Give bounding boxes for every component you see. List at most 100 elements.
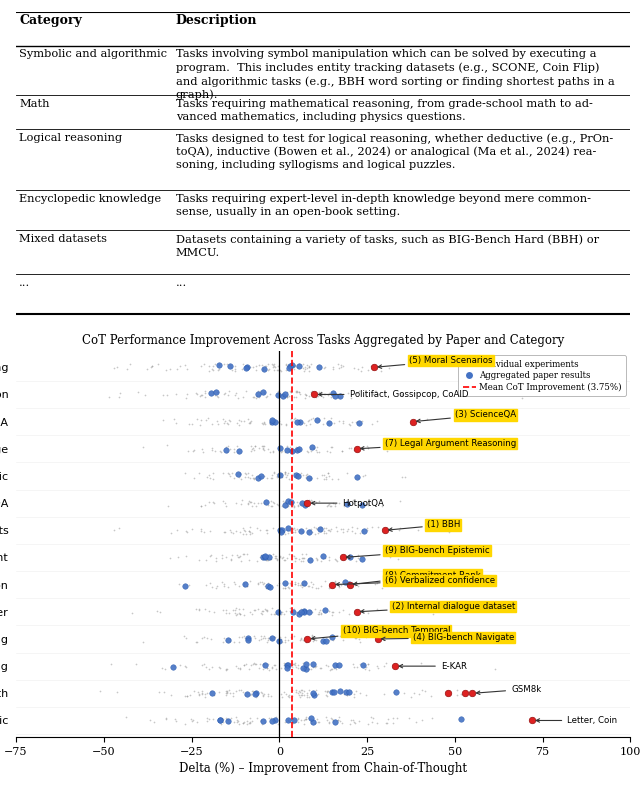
Point	[299, 685, 309, 697]
Point	[284, 715, 294, 727]
Point	[248, 658, 259, 671]
Point	[225, 634, 235, 647]
Point	[244, 689, 255, 701]
Point	[244, 605, 255, 618]
Point	[234, 445, 244, 458]
Point	[257, 608, 268, 620]
Point	[242, 360, 252, 373]
Point	[221, 604, 231, 616]
Point	[245, 414, 255, 427]
Point	[337, 551, 348, 563]
Point	[287, 526, 297, 538]
Point	[339, 552, 349, 565]
Text: (3) ScienceQA: (3) ScienceQA	[417, 411, 516, 422]
Point	[290, 656, 300, 669]
Point	[115, 386, 125, 399]
Point	[196, 687, 207, 700]
Point	[301, 472, 312, 485]
Point	[230, 711, 241, 723]
Point	[202, 470, 212, 483]
Point	[269, 630, 280, 643]
Text: Math: Math	[19, 99, 49, 110]
Point	[275, 444, 285, 456]
Point	[301, 470, 312, 483]
Point	[349, 716, 359, 729]
Point	[348, 496, 358, 509]
Point	[301, 548, 311, 560]
Point	[280, 657, 290, 670]
Point	[259, 630, 269, 642]
Point	[216, 718, 227, 730]
Point	[236, 362, 246, 375]
Point	[308, 442, 319, 455]
Point	[111, 686, 122, 699]
Point	[291, 552, 301, 564]
Point	[370, 578, 380, 590]
Point	[195, 389, 205, 402]
Point	[240, 689, 250, 701]
Point	[258, 663, 268, 675]
Point	[294, 552, 304, 565]
Point	[262, 390, 272, 403]
Point	[231, 660, 241, 672]
Point	[310, 602, 320, 615]
Point	[174, 578, 184, 590]
Point	[338, 634, 348, 646]
Point	[381, 656, 392, 669]
Point	[327, 713, 337, 726]
Point	[223, 389, 233, 402]
Point	[330, 521, 340, 533]
Point	[286, 385, 296, 398]
Point	[243, 634, 253, 646]
Point	[372, 577, 382, 589]
Point	[270, 549, 280, 562]
Point	[238, 716, 248, 729]
Point	[235, 661, 245, 674]
Point	[256, 715, 266, 727]
Point	[248, 390, 259, 403]
Point	[255, 385, 266, 397]
Point	[221, 444, 232, 456]
Point	[294, 686, 305, 698]
Point	[109, 362, 119, 374]
Point	[219, 388, 229, 400]
Point	[301, 658, 312, 671]
Point	[213, 391, 223, 403]
Point	[221, 440, 231, 453]
Point	[267, 414, 277, 426]
Point	[200, 385, 211, 398]
Point	[296, 525, 306, 537]
Point	[324, 551, 335, 563]
Point	[255, 497, 266, 510]
Point	[305, 523, 316, 536]
Point	[247, 527, 257, 540]
Point	[258, 386, 268, 399]
Point	[303, 712, 314, 724]
Point	[220, 686, 230, 699]
Text: Symbolic and algorithmic: Symbolic and algorithmic	[19, 50, 167, 59]
Point	[246, 500, 257, 512]
Point	[200, 690, 210, 703]
Point	[242, 579, 252, 592]
Point	[328, 686, 338, 698]
Point	[283, 659, 293, 671]
Point	[275, 364, 285, 377]
Point	[301, 605, 311, 618]
Point	[349, 716, 360, 729]
Point	[227, 548, 237, 561]
Point	[340, 576, 350, 589]
Point	[303, 684, 314, 697]
Point	[195, 525, 205, 537]
Point	[384, 362, 394, 374]
Point	[314, 361, 324, 374]
Point	[273, 606, 283, 619]
Point	[227, 363, 237, 376]
Point	[244, 527, 255, 540]
Text: (8) Commitment Bank: (8) Commitment Bank	[353, 571, 481, 585]
Point	[310, 717, 320, 730]
Point	[259, 416, 269, 429]
Point	[284, 690, 294, 703]
Point	[294, 684, 304, 697]
Point	[257, 359, 267, 371]
Point	[229, 445, 239, 458]
